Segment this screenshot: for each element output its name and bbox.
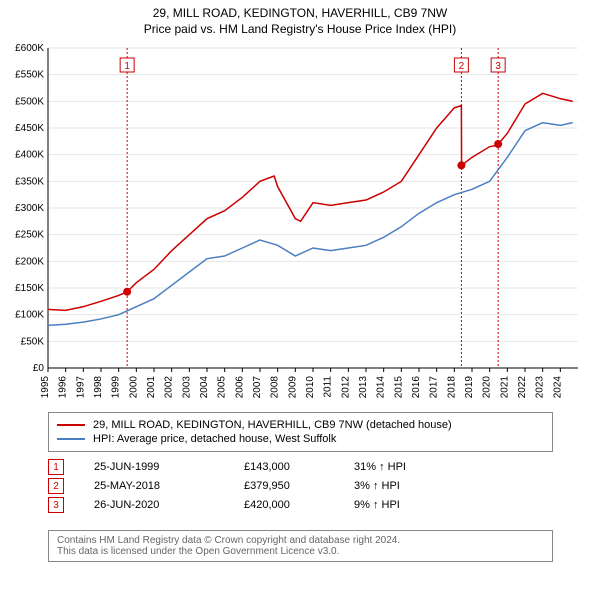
svg-text:£600K: £600K bbox=[15, 43, 44, 54]
svg-text:2010: 2010 bbox=[305, 376, 316, 399]
legend-swatch bbox=[57, 438, 85, 440]
svg-text:£300K: £300K bbox=[15, 203, 44, 214]
sale-date: 26-JUN-2020 bbox=[94, 499, 244, 511]
svg-text:1999: 1999 bbox=[111, 376, 122, 399]
svg-text:£0: £0 bbox=[33, 363, 45, 374]
svg-text:£250K: £250K bbox=[15, 230, 44, 241]
sale-price: £420,000 bbox=[244, 499, 354, 511]
sale-row: 2 25-MAY-2018£379,9503% ↑ HPI bbox=[48, 478, 553, 494]
svg-text:2006: 2006 bbox=[234, 376, 245, 399]
svg-text:2020: 2020 bbox=[482, 376, 493, 399]
svg-text:£450K: £450K bbox=[15, 123, 44, 134]
sale-delta: 3% ↑ HPI bbox=[354, 480, 400, 492]
chart-container: 29, MILL ROAD, KEDINGTON, HAVERHILL, CB9… bbox=[0, 0, 600, 590]
svg-text:1: 1 bbox=[124, 61, 130, 72]
legend-label: 29, MILL ROAD, KEDINGTON, HAVERHILL, CB9… bbox=[93, 419, 452, 431]
sale-marker: 1 bbox=[48, 459, 64, 475]
svg-text:2000: 2000 bbox=[128, 376, 139, 399]
svg-text:1997: 1997 bbox=[75, 376, 86, 399]
svg-text:2005: 2005 bbox=[217, 376, 228, 399]
sale-price: £143,000 bbox=[244, 461, 354, 473]
svg-text:2015: 2015 bbox=[393, 376, 404, 399]
svg-text:2003: 2003 bbox=[181, 376, 192, 399]
legend-label: HPI: Average price, detached house, West… bbox=[93, 433, 336, 445]
svg-text:£350K: £350K bbox=[15, 176, 44, 187]
sale-date: 25-JUN-1999 bbox=[94, 461, 244, 473]
sales-table: 1 25-JUN-1999£143,00031% ↑ HPI 2 25-MAY-201… bbox=[48, 456, 553, 516]
svg-text:2019: 2019 bbox=[464, 376, 475, 399]
svg-text:2009: 2009 bbox=[287, 376, 298, 399]
svg-text:2013: 2013 bbox=[358, 376, 369, 399]
svg-text:2008: 2008 bbox=[270, 376, 281, 399]
svg-text:£550K: £550K bbox=[15, 70, 44, 81]
svg-text:2022: 2022 bbox=[517, 376, 528, 399]
title-line-2: Price paid vs. HM Land Registry's House … bbox=[0, 22, 600, 36]
svg-text:2012: 2012 bbox=[340, 376, 351, 399]
sale-row: 3 26-JUN-2020£420,0009% ↑ HPI bbox=[48, 497, 553, 513]
title-block: 29, MILL ROAD, KEDINGTON, HAVERHILL, CB9… bbox=[0, 0, 600, 36]
svg-text:£50K: £50K bbox=[21, 336, 45, 347]
svg-text:2024: 2024 bbox=[552, 376, 563, 399]
legend-item: HPI: Average price, detached house, West… bbox=[57, 433, 544, 445]
footer: Contains HM Land Registry data © Crown c… bbox=[48, 530, 553, 562]
sale-marker: 2 bbox=[48, 478, 64, 494]
svg-text:2004: 2004 bbox=[199, 376, 210, 399]
svg-text:1998: 1998 bbox=[93, 376, 104, 399]
svg-text:3: 3 bbox=[495, 61, 501, 72]
svg-text:£150K: £150K bbox=[15, 283, 44, 294]
svg-text:2016: 2016 bbox=[411, 376, 422, 399]
svg-text:2001: 2001 bbox=[146, 376, 157, 399]
svg-text:2021: 2021 bbox=[499, 376, 510, 399]
svg-text:1995: 1995 bbox=[40, 376, 51, 399]
legend-swatch bbox=[57, 424, 85, 426]
sale-price: £379,950 bbox=[244, 480, 354, 492]
footer-line-1: Contains HM Land Registry data © Crown c… bbox=[57, 535, 544, 546]
sale-marker: 3 bbox=[48, 497, 64, 513]
svg-text:2002: 2002 bbox=[164, 376, 175, 399]
svg-text:£100K: £100K bbox=[15, 310, 44, 321]
svg-text:£200K: £200K bbox=[15, 256, 44, 267]
legend-item: 29, MILL ROAD, KEDINGTON, HAVERHILL, CB9… bbox=[57, 419, 544, 431]
svg-text:2017: 2017 bbox=[429, 376, 440, 399]
sale-delta: 31% ↑ HPI bbox=[354, 461, 406, 473]
svg-text:2: 2 bbox=[459, 61, 465, 72]
svg-text:2018: 2018 bbox=[446, 376, 457, 399]
sale-delta: 9% ↑ HPI bbox=[354, 499, 400, 511]
sale-row: 1 25-JUN-1999£143,00031% ↑ HPI bbox=[48, 459, 553, 475]
svg-text:£400K: £400K bbox=[15, 150, 44, 161]
svg-text:2023: 2023 bbox=[535, 376, 546, 399]
footer-line-2: This data is licensed under the Open Gov… bbox=[57, 546, 544, 557]
sale-date: 25-MAY-2018 bbox=[94, 480, 244, 492]
svg-text:£500K: £500K bbox=[15, 96, 44, 107]
svg-text:2014: 2014 bbox=[376, 376, 387, 399]
svg-text:2007: 2007 bbox=[252, 376, 263, 399]
svg-text:1996: 1996 bbox=[58, 376, 69, 399]
title-line-1: 29, MILL ROAD, KEDINGTON, HAVERHILL, CB9… bbox=[0, 6, 600, 20]
legend: 29, MILL ROAD, KEDINGTON, HAVERHILL, CB9… bbox=[48, 412, 553, 452]
chart: £0 £50K £100K £150K £200K £250K £300K £350K £400… bbox=[0, 42, 600, 407]
svg-text:2011: 2011 bbox=[323, 376, 334, 398]
